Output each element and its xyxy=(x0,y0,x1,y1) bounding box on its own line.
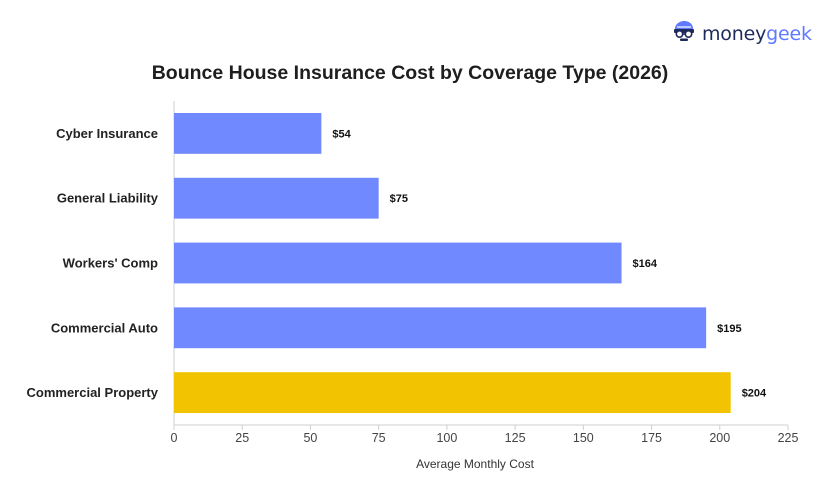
category-label: Commercial Auto xyxy=(51,320,158,335)
bar xyxy=(174,112,322,154)
x-tick-label: 50 xyxy=(303,431,317,445)
category-label: General Liability xyxy=(57,191,159,206)
bar xyxy=(174,242,622,284)
logo-text-geek: geek xyxy=(766,22,812,45)
x-tick-label: 125 xyxy=(505,431,526,445)
x-tick-label: 100 xyxy=(436,431,457,445)
data-label: $75 xyxy=(390,193,408,205)
bar xyxy=(174,307,707,349)
logo-text-money: money xyxy=(702,22,767,45)
nerd-face-icon xyxy=(672,20,696,47)
bar xyxy=(174,372,731,414)
category-label: Cyber Insurance xyxy=(56,126,158,141)
data-label: $195 xyxy=(717,323,741,335)
data-label: $164 xyxy=(633,258,658,270)
data-label: $204 xyxy=(742,388,767,400)
moneygeek-logo: moneygeek xyxy=(672,20,812,47)
x-tick-label: 75 xyxy=(372,431,386,445)
data-label: $54 xyxy=(332,128,351,140)
x-tick-label: 175 xyxy=(641,431,662,445)
x-axis-title: Average Monthly Cost xyxy=(416,457,535,471)
category-label: Workers' Comp xyxy=(63,256,158,271)
x-tick-label: 200 xyxy=(709,431,730,445)
category-label: Commercial Property xyxy=(27,385,159,400)
chart-title: Bounce House Insurance Cost by Coverage … xyxy=(151,62,669,84)
logo-wordmark: moneygeek xyxy=(702,23,812,45)
x-tick-label: 25 xyxy=(235,431,249,445)
x-tick-label: 150 xyxy=(573,431,594,445)
bar xyxy=(174,177,379,219)
x-tick-label: 0 xyxy=(171,431,178,445)
x-tick-label: 225 xyxy=(778,431,799,445)
